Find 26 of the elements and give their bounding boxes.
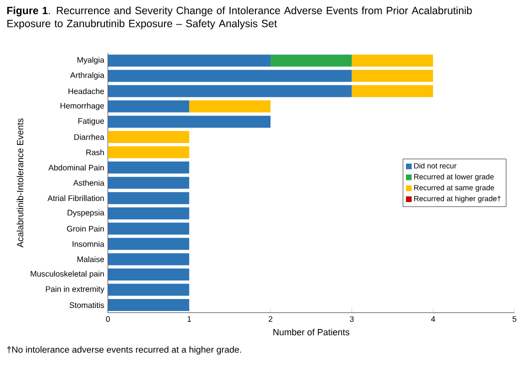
bar <box>108 162 190 174</box>
bar <box>108 208 190 220</box>
bar <box>352 85 434 98</box>
chart-title: Figure 1. Recurrence and Severity Change of Intolerance Adverse Events from Prior Acalabrutinib Exposure to Zanubrutinib Exposure – Safety Analysis Set <box>7 6 472 30</box>
bar <box>108 192 190 204</box>
bar <box>108 268 190 281</box>
bar <box>108 116 271 128</box>
bar <box>352 70 434 82</box>
bar <box>108 299 190 312</box>
bar <box>108 284 190 296</box>
bar <box>108 54 271 67</box>
bar <box>270 54 352 67</box>
x-axis-title: Number of Patients <box>273 328 350 336</box>
bar <box>108 222 190 235</box>
bar <box>108 131 190 144</box>
bar <box>108 238 190 250</box>
bar <box>108 100 190 113</box>
bar <box>108 70 352 82</box>
bar <box>108 177 190 189</box>
text: †No intolerance adverse events recurred at a higher grade. <box>7 346 242 355</box>
bar <box>108 253 190 266</box>
bar <box>189 100 271 113</box>
bar <box>108 85 352 98</box>
y-axis-title: Acalabrutinib-Intolerance Events <box>16 118 24 248</box>
bar <box>352 54 434 67</box>
bar <box>108 146 190 158</box>
